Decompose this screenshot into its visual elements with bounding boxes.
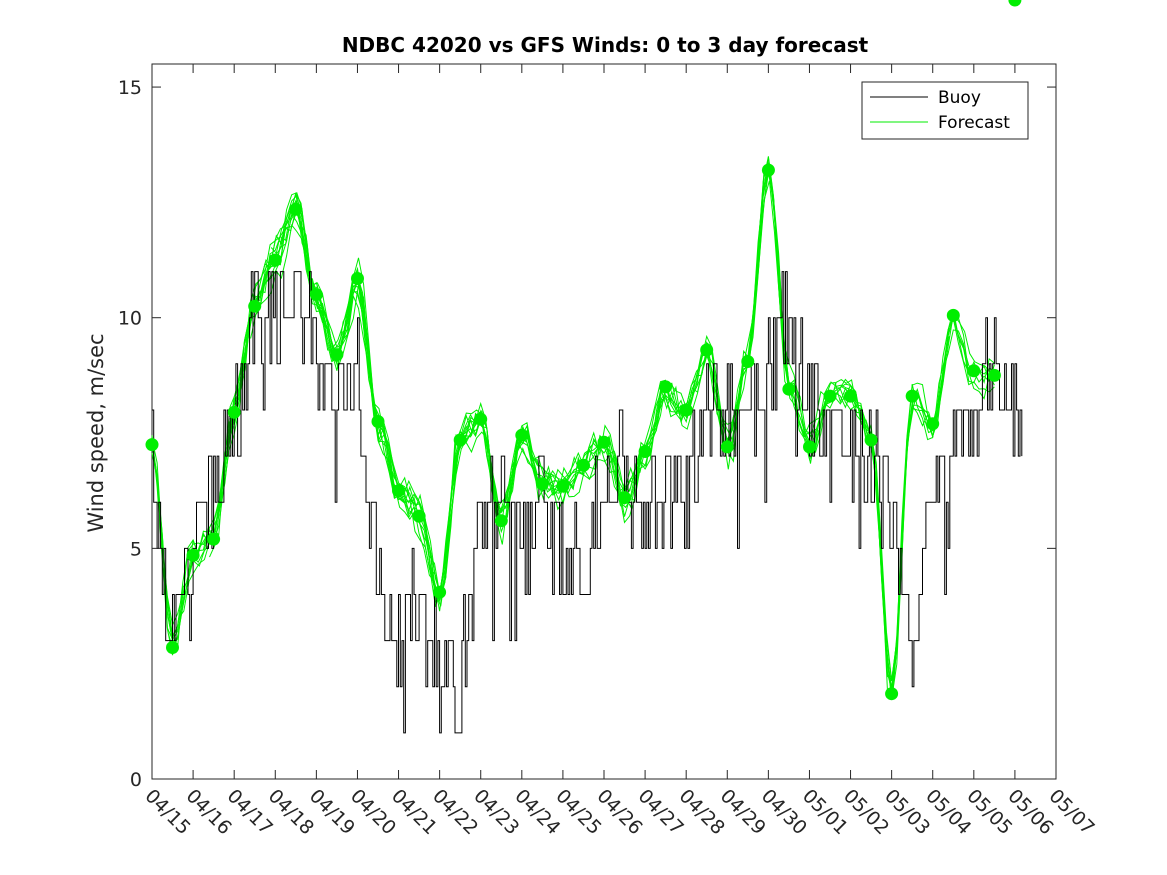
forecast-point: [330, 348, 344, 362]
forecast-point: [638, 445, 652, 458]
x-tick-label: 04/17: [223, 785, 277, 839]
forecast-series-line: [250, 173, 950, 695]
forecast-series-line: [151, 262, 276, 627]
x-tick-label: 04/29: [716, 785, 770, 839]
forecast-point: [926, 417, 940, 431]
forecast-point: [803, 440, 816, 454]
legend-label-buoy: Buoy: [938, 88, 981, 108]
forecast-point: [659, 380, 673, 394]
forecast-series-line: [291, 202, 704, 597]
y-axis-label: Wind speed, m/sec: [84, 333, 108, 532]
forecast-point: [761, 163, 775, 177]
forecast-point: [535, 477, 549, 491]
forecast-point: [453, 433, 467, 447]
y-tick-label: 15: [118, 77, 142, 99]
forecast-point: [474, 412, 488, 426]
x-tick-label: 05/06: [1003, 785, 1057, 839]
x-tick-label: 05/01: [798, 785, 852, 839]
x-tick-label: 04/19: [305, 785, 359, 839]
forecast-point: [987, 368, 1001, 382]
forecast-point: [597, 435, 611, 449]
x-tick-label: 04/18: [264, 785, 318, 839]
x-tick-label: 05/04: [921, 785, 975, 839]
forecast-point: [268, 253, 282, 267]
x-tick-label: 05/03: [880, 785, 934, 839]
y-tick-label: 10: [118, 308, 142, 330]
forecast-point: [309, 288, 323, 302]
forecast-point: [1008, 0, 1022, 7]
x-tick-label: 05/02: [839, 785, 893, 839]
x-tick-label: 04/26: [592, 785, 646, 839]
x-tick-label: 04/28: [675, 785, 729, 839]
forecast-point: [392, 484, 405, 498]
forecast-point: [412, 509, 426, 523]
forecast-point: [577, 458, 590, 472]
forecast-point: [371, 415, 385, 428]
forecast-point: [515, 428, 529, 442]
forecast-series-line: [151, 156, 995, 681]
x-tick-label: 04/16: [182, 785, 236, 839]
chart-title: NDBC 42020 vs GFS Winds: 0 to 3 day fore…: [342, 33, 869, 57]
forecast-point: [905, 389, 919, 403]
forecast-point: [289, 202, 303, 216]
legend-box: [861, 81, 1029, 140]
forecast-point: [494, 514, 508, 528]
x-tick-label: 04/20: [346, 785, 400, 839]
forecast-point: [885, 687, 899, 701]
y-tick-label: 0: [130, 769, 142, 791]
forecast-point: [700, 343, 714, 357]
forecast-point: [145, 438, 159, 452]
forecast-series-line: [151, 157, 995, 697]
forecast-point: [227, 405, 241, 419]
x-tick-label: 05/07: [1044, 785, 1098, 839]
x-tick-label: 04/21: [387, 785, 441, 839]
forecast-point: [186, 548, 200, 562]
forecast-point: [166, 641, 179, 654]
x-tick-label: 04/23: [469, 785, 523, 839]
x-tick-label: 04/22: [428, 785, 482, 839]
x-tick-label: 04/24: [510, 785, 564, 839]
forecast-point: [946, 308, 960, 322]
x-tick-label: 04/15: [140, 785, 194, 839]
buoy-series-line: [152, 271, 1023, 734]
y-tick-label: 5: [130, 538, 142, 560]
forecast-point: [720, 440, 734, 454]
legend: Buoy Forecast: [861, 81, 1029, 140]
forecast-point: [618, 491, 631, 505]
legend-label-forecast: Forecast: [938, 113, 1010, 133]
forecast-point: [248, 299, 262, 313]
forecast-point: [741, 355, 755, 368]
x-tick-label: 04/25: [551, 785, 605, 839]
forecast-point: [864, 433, 878, 447]
x-tick-label: 05/05: [962, 785, 1016, 839]
forecast-point: [967, 364, 981, 378]
x-tick-label: 04/27: [634, 785, 688, 839]
forecast-point: [679, 403, 693, 417]
forecast-series-line: [188, 165, 888, 692]
forecast-point: [823, 389, 837, 403]
forecast-point: [782, 382, 796, 396]
forecast-point: [844, 389, 857, 403]
forecast-point: [351, 272, 364, 285]
forecast-point: [556, 479, 570, 493]
forecast-point: [207, 532, 221, 546]
forecast-series-line: [229, 208, 642, 596]
forecast-series-line: [151, 162, 995, 694]
forecast-point: [433, 585, 447, 599]
x-tick-label: 04/30: [757, 785, 811, 839]
